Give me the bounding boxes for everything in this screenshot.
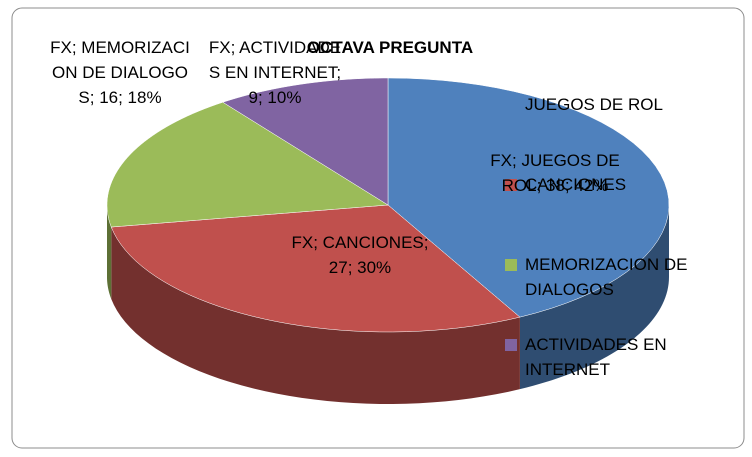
slice-side: [519, 205, 669, 390]
slice: [106, 101, 389, 228]
data-label: FX; MEMORIZACION DE DIALOGOS; 16; 18%: [50, 38, 190, 107]
legend-label: MEMORIZACION DE DIALOGOS: [525, 255, 688, 299]
slice-side: [107, 205, 112, 300]
slice: [387, 77, 670, 318]
legend-label: CANCIONES: [525, 175, 627, 194]
legend-label: ACTIVIDADES EN INTERNET: [525, 335, 667, 379]
data-label: FX; CANCIONES; 27; 30%: [291, 233, 429, 277]
slice: [110, 204, 521, 333]
chart-title: OCTAVA PREGUNTA: [306, 38, 474, 57]
legend-label: JUEGOS DE ROL: [525, 95, 663, 114]
legend-marker: [505, 99, 517, 111]
slice-side: [111, 227, 520, 404]
slice: [222, 77, 389, 206]
legend-marker: [505, 179, 517, 191]
data-label: FX; ACTIVIDADES EN INTERNET; 9; 10%: [208, 38, 342, 107]
legend-marker: [505, 259, 517, 271]
legend-marker: [505, 339, 517, 351]
data-label: FX; JUEGOS DE ROL; 38; 42%: [490, 151, 620, 195]
